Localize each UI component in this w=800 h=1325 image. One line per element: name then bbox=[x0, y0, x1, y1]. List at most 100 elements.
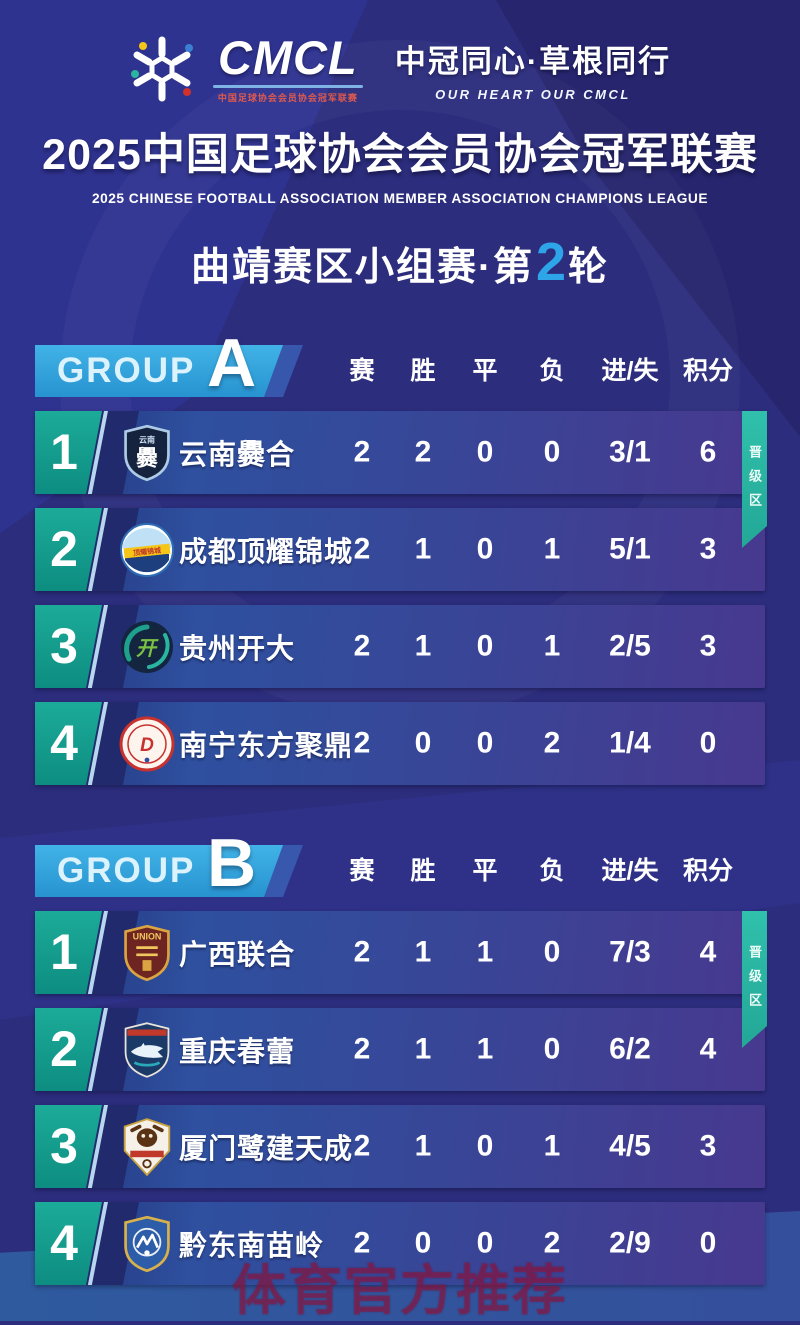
group-b-section: GROUP B 赛 胜 平 负 进/失 积分 1 UNION 广西联合 2 1 … bbox=[35, 829, 767, 1285]
team-logo-guangxi-union: UNION bbox=[119, 921, 175, 985]
column-header-points: 积分 bbox=[682, 357, 734, 385]
svg-text:爨: 爨 bbox=[135, 445, 158, 470]
rank-badge: 2 bbox=[35, 1008, 102, 1091]
title-block: 2025中国足球协会会员协会冠军联赛 2025 CHINESE FOOTBALL… bbox=[0, 120, 800, 206]
team-name: 重庆春蕾 bbox=[179, 1035, 296, 1067]
stat-won: 1 bbox=[414, 531, 432, 565]
svg-text:开: 开 bbox=[136, 638, 159, 660]
cmcl-subtitle: 中国足球协会会员协会冠军联赛 bbox=[217, 93, 358, 103]
column-header-drawn: 平 bbox=[472, 357, 498, 385]
svg-text:UNION: UNION bbox=[133, 931, 162, 941]
svg-text:云南: 云南 bbox=[139, 434, 155, 444]
table-row: 4 黔东南苗岭 2 0 0 2 2/9 0 bbox=[35, 1202, 765, 1285]
table-row: 3 厦门鹭建天成 2 1 0 1 4/5 3 bbox=[35, 1105, 765, 1188]
rank-badge: 1 bbox=[35, 411, 102, 494]
stat-lost: 1 bbox=[543, 1128, 561, 1162]
table-row: 3 开 贵州开大 2 1 0 1 2/5 3 bbox=[35, 605, 765, 688]
page-title-english: 2025 CHINESE FOOTBALL ASSOCIATION MEMBER… bbox=[92, 190, 708, 206]
stat-points: 4 bbox=[699, 934, 717, 968]
group-word: GROUP bbox=[57, 351, 196, 390]
stat-lost: 1 bbox=[543, 531, 561, 565]
team-name: 厦门鹭建天成 bbox=[179, 1132, 354, 1164]
stat-goals: 2/5 bbox=[609, 628, 651, 662]
cmcl-acronym: CMCL bbox=[217, 31, 358, 84]
team-logo-chengdu-dingyao: 顶耀锦城 bbox=[119, 518, 175, 582]
stat-won: 0 bbox=[414, 725, 432, 759]
stat-drawn: 0 bbox=[476, 628, 494, 662]
team-logo-qiandongnan-miaoling bbox=[119, 1212, 175, 1276]
group-letter: A bbox=[207, 325, 257, 401]
stat-lost: 1 bbox=[543, 628, 561, 662]
rank-number: 4 bbox=[50, 1214, 78, 1271]
round-prefix: 曲靖赛区小组赛·第 bbox=[190, 246, 534, 289]
stat-drawn: 0 bbox=[476, 434, 494, 468]
stat-drawn: 1 bbox=[476, 1031, 494, 1065]
stat-played: 2 bbox=[353, 1128, 371, 1162]
stat-points: 3 bbox=[699, 1128, 717, 1162]
stat-goals: 1/4 bbox=[609, 725, 651, 759]
group-a-banner: GROUP A 赛 胜 平 负 进/失 积分 bbox=[35, 329, 765, 397]
stat-points: 0 bbox=[699, 1225, 717, 1259]
stat-goals: 2/9 bbox=[609, 1225, 651, 1259]
promotion-zone-ribbon: 晋级区 bbox=[742, 911, 767, 1048]
stat-lost: 0 bbox=[543, 934, 561, 968]
cmcl-snowflake-logo-icon bbox=[130, 36, 193, 102]
team-name: 云南爨合 bbox=[179, 438, 296, 470]
stat-goals: 7/3 bbox=[609, 934, 651, 968]
rank-number: 2 bbox=[50, 520, 78, 577]
column-header-lost: 负 bbox=[539, 857, 565, 885]
svg-text:D: D bbox=[140, 735, 154, 756]
stat-lost: 2 bbox=[543, 1225, 561, 1259]
team-name: 南宁东方聚鼎 bbox=[179, 729, 354, 761]
round-suffix: 轮 bbox=[568, 246, 610, 289]
watermark-text: 体育官方推荐 bbox=[232, 1261, 568, 1321]
group-word: GROUP bbox=[57, 851, 196, 890]
promotion-zone-label: 晋级区 bbox=[747, 945, 762, 1017]
stat-won: 0 bbox=[414, 1225, 432, 1259]
stat-points: 4 bbox=[699, 1031, 717, 1065]
team-name: 贵州开大 bbox=[179, 632, 296, 664]
stat-played: 2 bbox=[353, 725, 371, 759]
slogan-block: 中冠同心·草根同行 OUR HEART OUR CMCL bbox=[395, 36, 671, 102]
column-header-points: 积分 bbox=[682, 857, 734, 885]
stat-points: 0 bbox=[699, 725, 717, 759]
stat-drawn: 0 bbox=[476, 725, 494, 759]
column-header-won: 胜 bbox=[410, 357, 436, 385]
team-logo-xiamen-lujian bbox=[119, 1115, 175, 1179]
rank-number: 2 bbox=[50, 1020, 78, 1077]
stat-drawn: 0 bbox=[476, 1128, 494, 1162]
stat-drawn: 0 bbox=[476, 531, 494, 565]
stat-won: 2 bbox=[414, 434, 432, 468]
stat-goals: 5/1 bbox=[609, 531, 651, 565]
stat-played: 2 bbox=[353, 934, 371, 968]
round-number: 2 bbox=[535, 232, 567, 292]
page-title: 2025中国足球协会会员协会冠军联赛 bbox=[42, 131, 758, 179]
team-name: 广西联合 bbox=[179, 938, 296, 970]
stat-played: 2 bbox=[353, 1225, 371, 1259]
team-logo-nanning-dongfang: D bbox=[119, 712, 175, 776]
team-logo-yunnan-cuanhe: 云南 爨 bbox=[119, 421, 175, 485]
stat-played: 2 bbox=[353, 628, 371, 662]
rank-number: 1 bbox=[50, 923, 78, 980]
column-header-drawn: 平 bbox=[472, 857, 498, 885]
stat-played: 2 bbox=[353, 531, 371, 565]
slogan-english: OUR HEART OUR CMCL bbox=[435, 87, 631, 102]
rank-number: 3 bbox=[50, 617, 78, 674]
table-row: 1 云南 爨 云南爨合 2 2 0 0 3/1 6 bbox=[35, 411, 765, 494]
stat-lost: 0 bbox=[543, 434, 561, 468]
table-row: 4 D 南宁东方聚鼎 2 0 0 2 1/4 0 bbox=[35, 702, 765, 785]
stat-played: 2 bbox=[353, 434, 371, 468]
table-row: 2 重庆春蕾 2 1 1 0 6/2 4 bbox=[35, 1008, 765, 1091]
column-header-goals: 进/失 bbox=[601, 857, 659, 885]
stat-won: 1 bbox=[414, 934, 432, 968]
stat-goals: 4/5 bbox=[609, 1128, 651, 1162]
column-header-lost: 负 bbox=[539, 357, 565, 385]
stat-played: 2 bbox=[353, 1031, 371, 1065]
promotion-zone-ribbon: 晋级区 bbox=[742, 411, 767, 548]
stat-lost: 0 bbox=[543, 1031, 561, 1065]
stat-won: 1 bbox=[414, 628, 432, 662]
rank-number: 4 bbox=[50, 714, 78, 771]
stat-points: 3 bbox=[699, 628, 717, 662]
column-header-goals: 进/失 bbox=[601, 357, 659, 385]
slogan-chinese: 中冠同心·草根同行 bbox=[394, 44, 672, 79]
